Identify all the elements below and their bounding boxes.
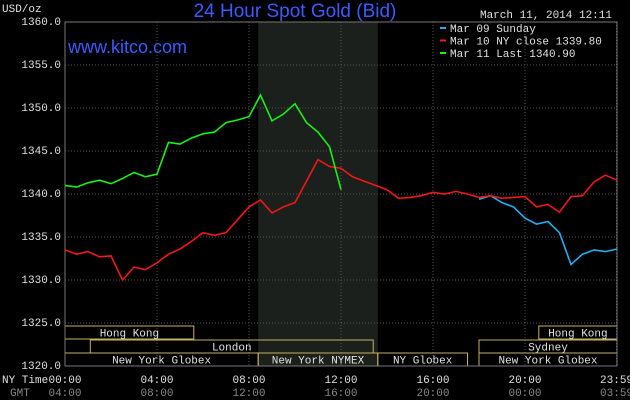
session-label: Hong Kong	[100, 328, 159, 340]
x-tick-label: 23:59	[600, 375, 630, 387]
x2-tick-label: 08:00	[140, 388, 173, 400]
chart-title: 24 Hour Spot Gold (Bid)	[194, 1, 397, 22]
x2-axis-label: GMT	[10, 388, 30, 400]
y-tick-label: 1320.0	[21, 361, 61, 373]
y-tick-label: 1335.0	[21, 232, 61, 244]
x-tick-label: 20:00	[508, 375, 541, 387]
y-tick-label: 1340.0	[21, 189, 61, 201]
x2-tick-label: 00:00	[508, 388, 541, 400]
watermark: www.kitco.com	[67, 37, 187, 57]
series-line	[478, 194, 618, 266]
y-tick-label: 1360.0	[21, 17, 61, 29]
y-tick-label: 1345.0	[21, 146, 61, 158]
session-label: London	[212, 342, 252, 354]
legend-entry: Mar 09 Sunday	[450, 24, 536, 36]
session-label: Hong Kong	[548, 328, 607, 340]
y-tick-label: 1325.0	[21, 318, 61, 330]
y-axis-label: USD/oz	[2, 4, 42, 16]
session-label: Sydney	[528, 342, 568, 354]
plot-frame	[64, 21, 618, 367]
x2-tick-label: 03:59	[600, 388, 630, 400]
timestamp: March 11, 2014 12:11	[480, 10, 612, 22]
x-tick-label: 12:00	[324, 375, 357, 387]
x2-tick-label: 16:00	[324, 388, 357, 400]
x-axis-label: NY Time	[2, 375, 48, 387]
session-label: New York Globex	[112, 355, 211, 367]
x-tick-label: 04:00	[140, 375, 173, 387]
series-line	[64, 158, 618, 282]
series-line	[64, 93, 342, 190]
x2-tick-label: 12:00	[232, 388, 265, 400]
y-tick-label: 1330.0	[21, 275, 61, 287]
x-tick-label: 16:00	[416, 375, 449, 387]
legend-entry: Mar 10 NY close 1339.80	[450, 36, 602, 48]
session-label: New York NYMEX	[272, 355, 365, 367]
y-tick-label: 1350.0	[21, 103, 61, 115]
legend-entry: Mar 11 Last 1340.90	[450, 49, 575, 61]
x2-tick-label: 04:00	[48, 388, 81, 400]
x-tick-label: 00:00	[48, 375, 81, 387]
x2-tick-label: 20:00	[416, 388, 449, 400]
y-tick-label: 1355.0	[21, 60, 61, 72]
session-label: New York Globex	[498, 355, 597, 367]
session-label: NY Globex	[393, 355, 453, 367]
x-tick-label: 08:00	[232, 375, 265, 387]
